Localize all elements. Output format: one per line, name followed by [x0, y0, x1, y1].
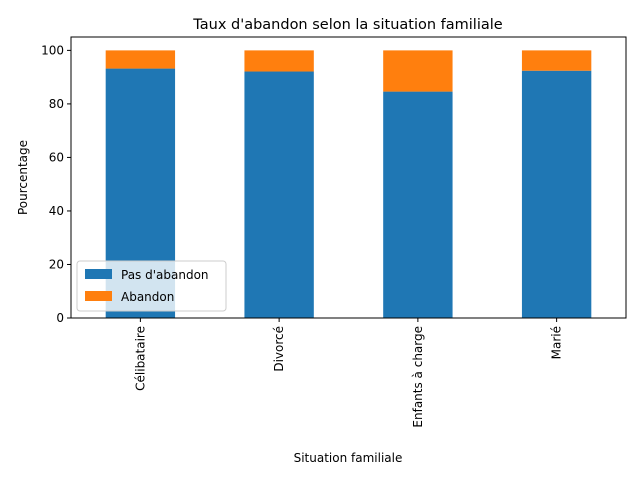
legend: Pas d'abandon Abandon	[76, 260, 227, 312]
x-axis-label: Situation familiale	[294, 451, 403, 465]
bars-group	[105, 50, 592, 319]
chart-title: Taux d'abandon selon la situation famili…	[192, 17, 502, 33]
legend-box	[76, 260, 227, 312]
y-tick-label: 80	[49, 97, 64, 111]
y-tick-label: 100	[41, 43, 64, 57]
y-axis-label: Pourcentage	[16, 140, 30, 215]
plot-frame	[70, 36, 627, 319]
y-axis: 0 20 40 60 80 100	[41, 43, 71, 325]
y-tick-label: 60	[49, 150, 64, 164]
x-tick-label: Divorcé	[272, 326, 286, 372]
legend-swatch	[85, 269, 112, 279]
bar-abandon-3	[521, 50, 592, 71]
bar-abandon-0	[105, 50, 176, 69]
legend-label: Pas d'abandon	[121, 268, 209, 282]
bar-abandon-1	[244, 50, 314, 72]
bar-abandon-2	[383, 50, 453, 92]
y-tick-label: 0	[56, 311, 64, 325]
x-tick-label: Célibataire	[133, 326, 147, 391]
x-axis: Célibataire Divorcé Enfants à charge Marié	[133, 318, 564, 428]
y-tick-label: 20	[49, 257, 64, 271]
y-tick-label: 40	[49, 204, 64, 218]
x-tick-label: Enfants à charge	[411, 326, 425, 428]
bar-pas-abandon-2	[383, 91, 453, 318]
legend-label: Abandon	[121, 290, 174, 304]
x-tick-label: Marié	[550, 326, 564, 359]
bar-pas-abandon-3	[521, 70, 592, 318]
bar-pas-abandon-1	[244, 71, 314, 318]
legend-swatch	[85, 291, 112, 301]
